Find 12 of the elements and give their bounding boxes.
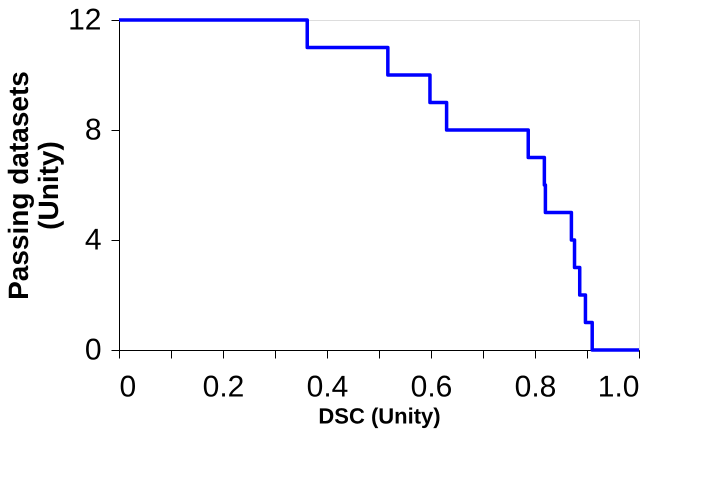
y-tick-label: 0 [84, 334, 102, 366]
x-tick-label: 0 [120, 370, 136, 404]
x-tick-label: 0.4 [306, 370, 348, 404]
x-tick-label: 0.2 [202, 370, 244, 404]
y-tick-label: 8 [84, 114, 102, 146]
y-tick-label: 4 [84, 224, 102, 256]
y-tick-label: 12 [68, 4, 102, 36]
y-axis-title: Passing datasets (Unity) [3, 71, 64, 300]
x-tick-label: 0.6 [410, 370, 452, 404]
x-tick-label: 1.0 [598, 370, 640, 404]
x-axis-title: DSC (Unity) [318, 404, 441, 428]
x-tick-label: 0.8 [514, 370, 556, 404]
